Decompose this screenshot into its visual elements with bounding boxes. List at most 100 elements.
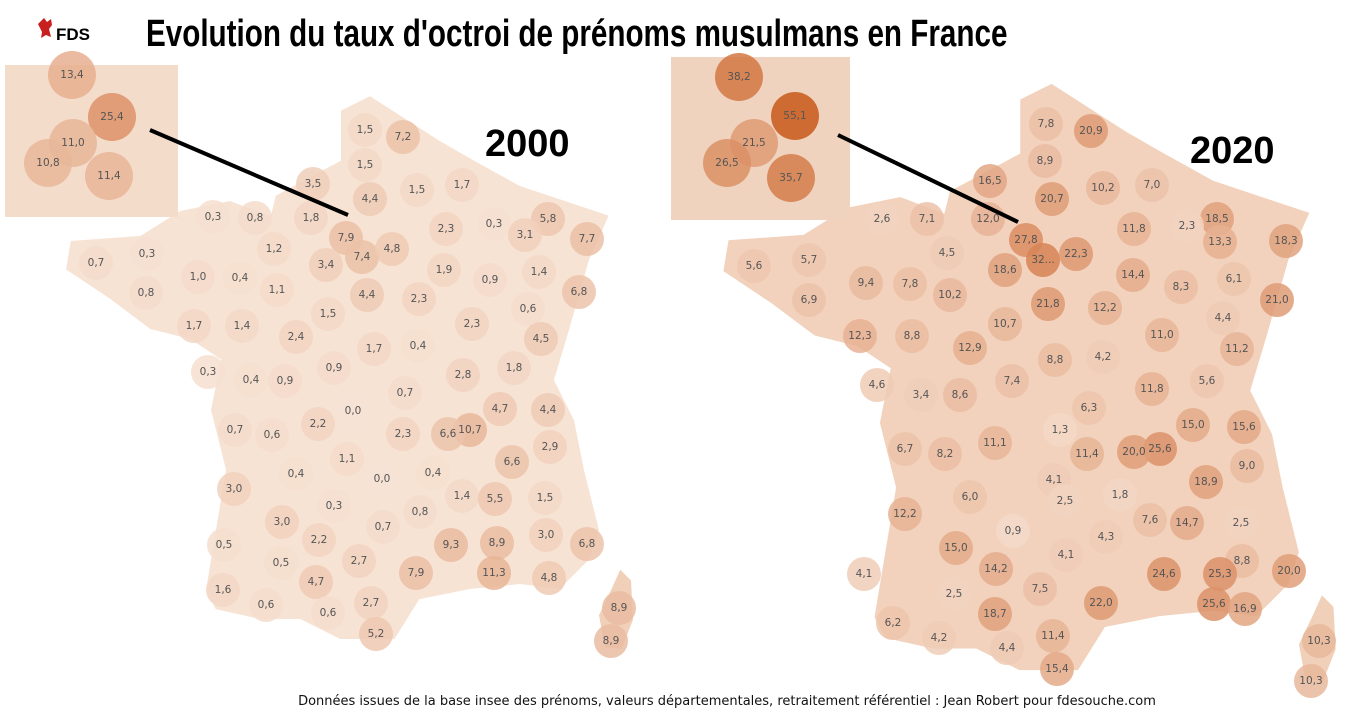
department-shade (357, 332, 391, 366)
department-value: 4,5 (939, 247, 956, 259)
department-value: 18,9 (1194, 476, 1217, 488)
department-shade (1170, 209, 1204, 243)
department-shade (279, 320, 313, 354)
department-shade (508, 218, 542, 252)
department-value: 8,8 (1234, 555, 1251, 567)
department-shade (1230, 449, 1264, 483)
department-value: 10,8 (36, 157, 59, 169)
department-shade (1227, 410, 1261, 444)
department-shade (1145, 318, 1179, 352)
department-value: 3,4 (318, 259, 335, 271)
department-shade (455, 307, 489, 341)
department-value: 12,9 (958, 342, 981, 354)
department-value: 0,9 (482, 274, 499, 286)
department-shade (218, 413, 252, 447)
department-value: 4,5 (533, 333, 550, 345)
department-shade (375, 232, 409, 266)
department-shade (260, 273, 294, 307)
department-shade (522, 255, 556, 289)
department-shade (386, 417, 420, 451)
department-value: 25,6 (1202, 598, 1226, 610)
department-shade (922, 621, 956, 655)
department-shade (268, 364, 302, 398)
department-value: 0,7 (375, 521, 392, 533)
department-shade (1038, 343, 1072, 377)
department-shade (1031, 287, 1065, 321)
department-shade (445, 168, 479, 202)
department-shade (311, 596, 345, 630)
department-value: 8,2 (937, 448, 954, 460)
department-shade (1117, 212, 1151, 246)
department-shade (1103, 478, 1137, 512)
inset-connector (837, 133, 1019, 224)
department-shade (1059, 237, 1093, 271)
department-value: 1,8 (1112, 489, 1129, 501)
department-value: 0,4 (425, 467, 442, 479)
department-shade (24, 139, 72, 187)
department-shade (988, 253, 1022, 287)
department-value: 2,2 (311, 534, 328, 546)
department-shade (353, 182, 387, 216)
department-shade (995, 364, 1029, 398)
department-shade (1228, 592, 1262, 626)
department-shade (1170, 506, 1204, 540)
department-value: 15,4 (1045, 663, 1069, 675)
year-label: 2020 (1190, 130, 1275, 172)
department-value: 2,8 (455, 369, 472, 381)
department-value: 1,1 (269, 284, 286, 296)
department-shade (388, 376, 422, 410)
department-shade (943, 378, 977, 412)
department-value: 0,6 (258, 599, 275, 611)
department-value: 1,5 (357, 124, 374, 136)
department-shade (602, 591, 636, 625)
department-shade (1116, 258, 1150, 292)
department-value: 11,1 (983, 437, 1006, 449)
department-value: 0,3 (139, 248, 156, 260)
department-shade (904, 378, 938, 412)
department-shade (1206, 301, 1240, 335)
department-value: 22,3 (1064, 248, 1087, 260)
department-shade (847, 557, 881, 591)
department-shade (434, 528, 468, 562)
department-shade (703, 139, 751, 187)
department-shade (849, 266, 883, 300)
department-shade (1035, 182, 1069, 216)
department-value: 8,3 (1173, 281, 1190, 293)
department-value: 21,5 (742, 137, 765, 149)
department-shade (302, 523, 336, 557)
department-value: 0,5 (216, 539, 233, 551)
department-value: 1,4 (234, 320, 251, 332)
department-shade (279, 457, 313, 491)
department-shade (495, 445, 529, 479)
footer: Données issues de la base insee des prén… (298, 694, 1156, 709)
department-shade (130, 237, 164, 271)
department-shade (88, 93, 136, 141)
department-value: 4,8 (541, 572, 558, 584)
department-value: 10,3 (1307, 635, 1330, 647)
department-value: 11,4 (97, 170, 121, 182)
department-shade (939, 531, 973, 565)
department-shade (532, 561, 566, 595)
department-shade (431, 417, 465, 451)
department-value: 0,7 (227, 424, 244, 436)
department-shade (1040, 652, 1074, 686)
department-value: 4,4 (540, 404, 557, 416)
department-shade (1084, 586, 1118, 620)
department-shade (1272, 554, 1306, 588)
department-shade (1023, 572, 1057, 606)
department-value: 25,4 (100, 111, 124, 123)
department-value: 6,8 (571, 286, 588, 298)
department-value: 2,4 (288, 331, 305, 343)
department-shade (888, 497, 922, 531)
department-value: 2,3 (411, 293, 428, 305)
department-value: 25,3 (1208, 568, 1231, 580)
department-value: 2,3 (438, 223, 455, 235)
department-value: 7,4 (1004, 375, 1021, 387)
department-shade (400, 173, 434, 207)
department-value: 6,0 (962, 491, 979, 503)
department-value: 0,6 (264, 429, 281, 441)
department-shade (177, 309, 211, 343)
department-value: 1,7 (454, 179, 471, 191)
department-value: 0,4 (288, 468, 305, 480)
department-value: 11,4 (1075, 448, 1099, 460)
